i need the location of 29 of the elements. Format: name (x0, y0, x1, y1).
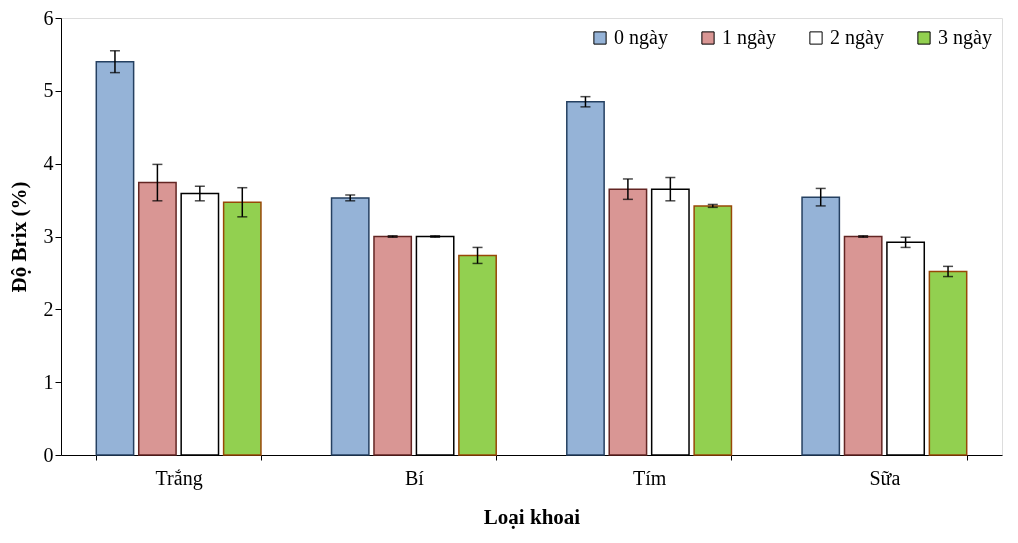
y-tick-label: 1 (43, 370, 54, 393)
legend-label: 0 ngày (614, 26, 668, 49)
y-tick-label: 5 (43, 79, 54, 102)
bar (928, 270, 968, 456)
bar (608, 188, 648, 456)
bar (458, 254, 497, 456)
bar (843, 235, 883, 456)
bar (801, 196, 841, 456)
legend-label: 1 ngày (722, 26, 776, 49)
bar (693, 205, 733, 456)
bar (222, 201, 262, 456)
bar (566, 101, 605, 456)
x-tick-label: Trắng (155, 466, 203, 490)
y-tick-label: 0 (43, 443, 54, 466)
legend-label: 2 ngày (830, 26, 884, 49)
bar (373, 235, 413, 456)
x-tick-label: Sữa (869, 466, 901, 489)
bar (330, 197, 370, 456)
legend-label: 3 ngày (938, 26, 992, 49)
y-tick-label: 4 (43, 152, 54, 175)
y-axis-title: Độ Brix (%) (6, 181, 31, 293)
bar (95, 60, 135, 456)
x-tick-label: Tím (632, 466, 667, 489)
x-axis-title: Loại khoai (483, 504, 581, 529)
y-tick-label: 2 (43, 297, 54, 320)
bar (137, 181, 177, 456)
x-tick-label: Bí (404, 466, 425, 489)
y-tick-label: 3 (43, 225, 54, 247)
y-tick-label: 6 (43, 6, 54, 29)
